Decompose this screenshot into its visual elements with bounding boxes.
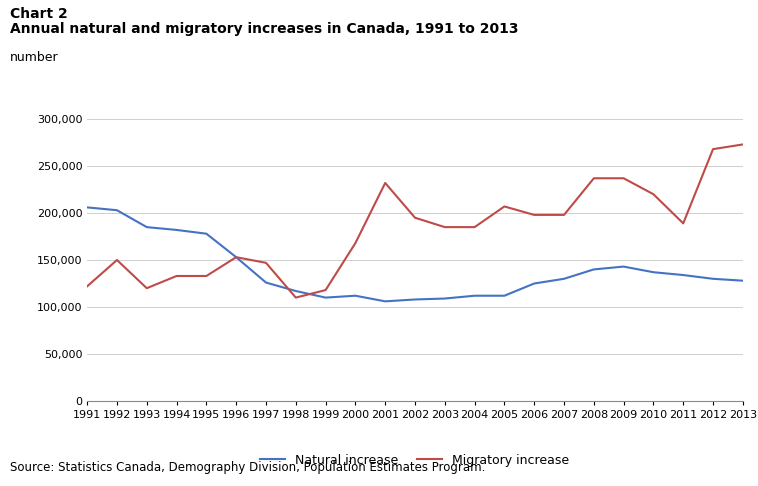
Migratory increase bbox=[381, 180, 390, 186]
Migratory increase bbox=[351, 240, 360, 246]
Migratory increase bbox=[83, 283, 92, 289]
Migratory increase bbox=[709, 146, 718, 152]
Migratory increase bbox=[678, 221, 688, 226]
Migratory increase bbox=[619, 175, 628, 181]
Text: number: number bbox=[10, 51, 58, 64]
Migratory increase bbox=[589, 175, 598, 181]
Migratory increase bbox=[232, 254, 241, 260]
Natural increase bbox=[381, 298, 390, 304]
Migratory increase bbox=[143, 285, 152, 291]
Migratory increase bbox=[649, 191, 658, 197]
Text: Source: Statistics Canada, Demography Division, Population Estimates Program.: Source: Statistics Canada, Demography Di… bbox=[10, 461, 485, 474]
Migratory increase bbox=[112, 257, 121, 263]
Natural increase bbox=[172, 227, 181, 233]
Natural increase bbox=[500, 293, 509, 298]
Legend: Natural increase, Migratory increase: Natural increase, Migratory increase bbox=[261, 454, 569, 467]
Natural increase bbox=[291, 288, 300, 294]
Migratory increase bbox=[440, 224, 449, 230]
Natural increase bbox=[262, 279, 271, 285]
Natural increase bbox=[589, 266, 598, 272]
Text: Annual natural and migratory increases in Canada, 1991 to 2013: Annual natural and migratory increases i… bbox=[10, 22, 518, 36]
Natural increase bbox=[440, 295, 449, 301]
Natural increase bbox=[649, 269, 658, 275]
Natural increase bbox=[143, 224, 152, 230]
Migratory increase bbox=[738, 141, 747, 147]
Migratory increase bbox=[530, 212, 539, 218]
Natural increase bbox=[559, 276, 568, 282]
Migratory increase bbox=[262, 260, 271, 266]
Natural increase bbox=[202, 231, 211, 237]
Migratory increase bbox=[291, 295, 300, 300]
Natural increase bbox=[738, 278, 747, 284]
Natural increase bbox=[709, 276, 718, 282]
Migratory increase bbox=[559, 212, 568, 218]
Natural increase bbox=[83, 205, 92, 210]
Natural increase bbox=[351, 293, 360, 298]
Natural increase bbox=[410, 296, 419, 302]
Natural increase bbox=[678, 272, 688, 278]
Natural increase bbox=[619, 264, 628, 270]
Natural increase bbox=[112, 208, 121, 213]
Migratory increase bbox=[410, 215, 419, 221]
Natural increase bbox=[232, 254, 241, 260]
Natural increase bbox=[321, 295, 330, 300]
Text: Chart 2: Chart 2 bbox=[10, 7, 67, 21]
Migratory increase bbox=[500, 204, 509, 209]
Migratory increase bbox=[202, 273, 211, 279]
Migratory increase bbox=[321, 287, 330, 293]
Line: Migratory increase: Migratory increase bbox=[87, 144, 743, 297]
Natural increase bbox=[470, 293, 479, 298]
Migratory increase bbox=[172, 273, 181, 279]
Line: Natural increase: Natural increase bbox=[87, 208, 743, 301]
Natural increase bbox=[530, 280, 539, 286]
Migratory increase bbox=[470, 224, 479, 230]
